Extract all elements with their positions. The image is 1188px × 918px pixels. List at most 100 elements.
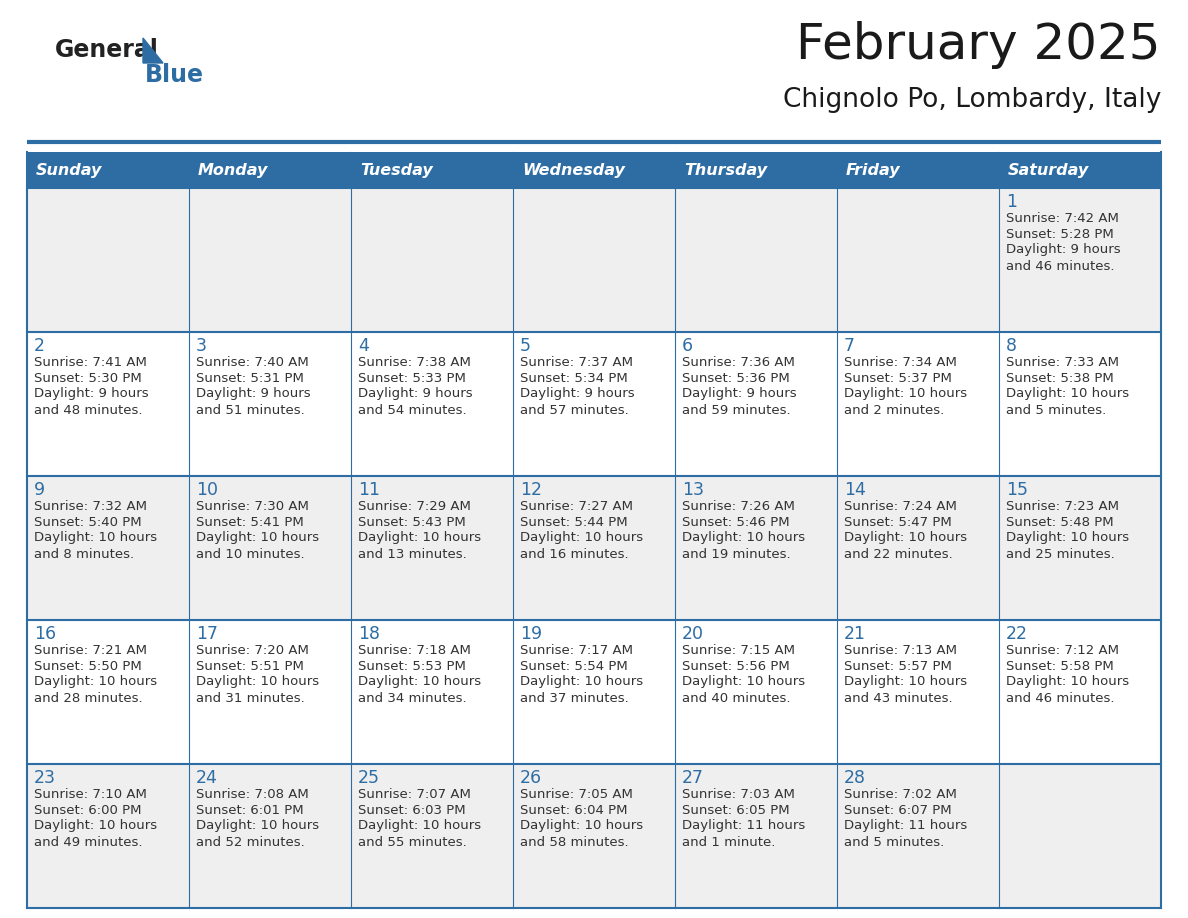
Text: and 5 minutes.: and 5 minutes. <box>843 835 944 848</box>
Text: Daylight: 10 hours: Daylight: 10 hours <box>34 820 157 833</box>
Text: Daylight: 10 hours: Daylight: 10 hours <box>34 676 157 688</box>
Text: 11: 11 <box>358 481 380 499</box>
Text: Sunset: 5:38 PM: Sunset: 5:38 PM <box>1006 372 1114 385</box>
Text: Sunrise: 7:05 AM: Sunrise: 7:05 AM <box>520 788 633 800</box>
Text: Daylight: 10 hours: Daylight: 10 hours <box>682 676 805 688</box>
Text: and 5 minutes.: and 5 minutes. <box>1006 404 1106 417</box>
Text: Sunrise: 7:34 AM: Sunrise: 7:34 AM <box>843 355 956 368</box>
Text: Sunset: 6:05 PM: Sunset: 6:05 PM <box>682 803 790 816</box>
Text: Daylight: 10 hours: Daylight: 10 hours <box>196 820 320 833</box>
Text: Friday: Friday <box>846 162 901 177</box>
Polygon shape <box>143 38 163 63</box>
Text: Thursday: Thursday <box>684 162 767 177</box>
Text: Sunrise: 7:12 AM: Sunrise: 7:12 AM <box>1006 644 1119 656</box>
Text: and 31 minutes.: and 31 minutes. <box>196 691 305 704</box>
Text: Sunrise: 7:36 AM: Sunrise: 7:36 AM <box>682 355 795 368</box>
Text: Sunrise: 7:10 AM: Sunrise: 7:10 AM <box>34 788 147 800</box>
Text: Sunset: 6:03 PM: Sunset: 6:03 PM <box>358 803 466 816</box>
Text: 15: 15 <box>1006 481 1028 499</box>
Text: Sunset: 5:57 PM: Sunset: 5:57 PM <box>843 659 952 673</box>
Text: Daylight: 10 hours: Daylight: 10 hours <box>34 532 157 544</box>
Text: and 1 minute.: and 1 minute. <box>682 835 776 848</box>
Text: Sunrise: 7:37 AM: Sunrise: 7:37 AM <box>520 355 633 368</box>
Text: 4: 4 <box>358 337 369 355</box>
Text: Sunday: Sunday <box>36 162 102 177</box>
Text: Sunset: 5:44 PM: Sunset: 5:44 PM <box>520 516 627 529</box>
Text: and 13 minutes.: and 13 minutes. <box>358 547 467 561</box>
Text: Daylight: 10 hours: Daylight: 10 hours <box>358 676 481 688</box>
Text: Sunrise: 7:17 AM: Sunrise: 7:17 AM <box>520 644 633 656</box>
Text: Sunset: 5:40 PM: Sunset: 5:40 PM <box>34 516 141 529</box>
Text: 9: 9 <box>34 481 45 499</box>
Text: Monday: Monday <box>198 162 268 177</box>
Text: Sunset: 5:31 PM: Sunset: 5:31 PM <box>196 372 304 385</box>
Text: Daylight: 10 hours: Daylight: 10 hours <box>1006 532 1129 544</box>
Bar <box>27 152 189 188</box>
Text: Sunset: 5:28 PM: Sunset: 5:28 PM <box>1006 228 1114 241</box>
Text: Sunrise: 7:07 AM: Sunrise: 7:07 AM <box>358 788 470 800</box>
Text: 21: 21 <box>843 625 866 643</box>
Text: Daylight: 11 hours: Daylight: 11 hours <box>843 820 967 833</box>
Text: and 19 minutes.: and 19 minutes. <box>682 547 791 561</box>
Text: General: General <box>55 38 159 62</box>
Text: 24: 24 <box>196 769 217 787</box>
Text: 27: 27 <box>682 769 704 787</box>
Text: Daylight: 10 hours: Daylight: 10 hours <box>682 532 805 544</box>
Text: 10: 10 <box>196 481 219 499</box>
Text: 16: 16 <box>34 625 56 643</box>
Text: Sunrise: 7:23 AM: Sunrise: 7:23 AM <box>1006 499 1119 512</box>
Bar <box>27 476 1161 620</box>
Text: Sunrise: 7:42 AM: Sunrise: 7:42 AM <box>1006 211 1119 225</box>
Text: and 37 minutes.: and 37 minutes. <box>520 691 628 704</box>
Bar <box>513 152 675 188</box>
Text: and 25 minutes.: and 25 minutes. <box>1006 547 1114 561</box>
Text: and 55 minutes.: and 55 minutes. <box>358 835 467 848</box>
Text: 3: 3 <box>196 337 207 355</box>
Text: Sunrise: 7:20 AM: Sunrise: 7:20 AM <box>196 644 309 656</box>
Text: 25: 25 <box>358 769 380 787</box>
Text: Daylight: 9 hours: Daylight: 9 hours <box>196 387 310 400</box>
Text: 20: 20 <box>682 625 704 643</box>
Text: Sunset: 5:43 PM: Sunset: 5:43 PM <box>358 516 466 529</box>
Text: 23: 23 <box>34 769 56 787</box>
Text: 6: 6 <box>682 337 693 355</box>
Bar <box>27 620 1161 764</box>
Text: Chignolo Po, Lombardy, Italy: Chignolo Po, Lombardy, Italy <box>783 87 1161 113</box>
Text: 13: 13 <box>682 481 704 499</box>
Text: Sunset: 6:07 PM: Sunset: 6:07 PM <box>843 803 952 816</box>
Text: Sunrise: 7:27 AM: Sunrise: 7:27 AM <box>520 499 633 512</box>
Text: Daylight: 10 hours: Daylight: 10 hours <box>358 532 481 544</box>
Text: Daylight: 11 hours: Daylight: 11 hours <box>682 820 805 833</box>
Text: and 2 minutes.: and 2 minutes. <box>843 404 944 417</box>
Text: Sunset: 5:54 PM: Sunset: 5:54 PM <box>520 659 627 673</box>
Text: Sunset: 5:34 PM: Sunset: 5:34 PM <box>520 372 627 385</box>
Text: Daylight: 10 hours: Daylight: 10 hours <box>843 532 967 544</box>
Text: and 46 minutes.: and 46 minutes. <box>1006 691 1114 704</box>
Text: Sunrise: 7:02 AM: Sunrise: 7:02 AM <box>843 788 956 800</box>
Text: and 51 minutes.: and 51 minutes. <box>196 404 305 417</box>
Text: 12: 12 <box>520 481 542 499</box>
Text: Saturday: Saturday <box>1007 162 1089 177</box>
Text: 18: 18 <box>358 625 380 643</box>
Text: 5: 5 <box>520 337 531 355</box>
Bar <box>999 152 1161 188</box>
Bar <box>27 332 1161 476</box>
Text: and 22 minutes.: and 22 minutes. <box>843 547 953 561</box>
Bar <box>350 152 513 188</box>
Text: Daylight: 10 hours: Daylight: 10 hours <box>520 820 643 833</box>
Text: Sunrise: 7:18 AM: Sunrise: 7:18 AM <box>358 644 470 656</box>
Text: 22: 22 <box>1006 625 1028 643</box>
Text: and 34 minutes.: and 34 minutes. <box>358 691 467 704</box>
Text: Daylight: 10 hours: Daylight: 10 hours <box>1006 676 1129 688</box>
Text: and 54 minutes.: and 54 minutes. <box>358 404 467 417</box>
Text: Tuesday: Tuesday <box>360 162 432 177</box>
Text: Daylight: 10 hours: Daylight: 10 hours <box>196 676 320 688</box>
Text: 26: 26 <box>520 769 542 787</box>
Text: and 16 minutes.: and 16 minutes. <box>520 547 628 561</box>
Text: Sunrise: 7:21 AM: Sunrise: 7:21 AM <box>34 644 147 656</box>
Bar <box>838 152 999 188</box>
Text: Sunset: 6:04 PM: Sunset: 6:04 PM <box>520 803 627 816</box>
Text: and 49 minutes.: and 49 minutes. <box>34 835 143 848</box>
Text: Sunrise: 7:08 AM: Sunrise: 7:08 AM <box>196 788 309 800</box>
Text: Daylight: 9 hours: Daylight: 9 hours <box>1006 243 1120 256</box>
